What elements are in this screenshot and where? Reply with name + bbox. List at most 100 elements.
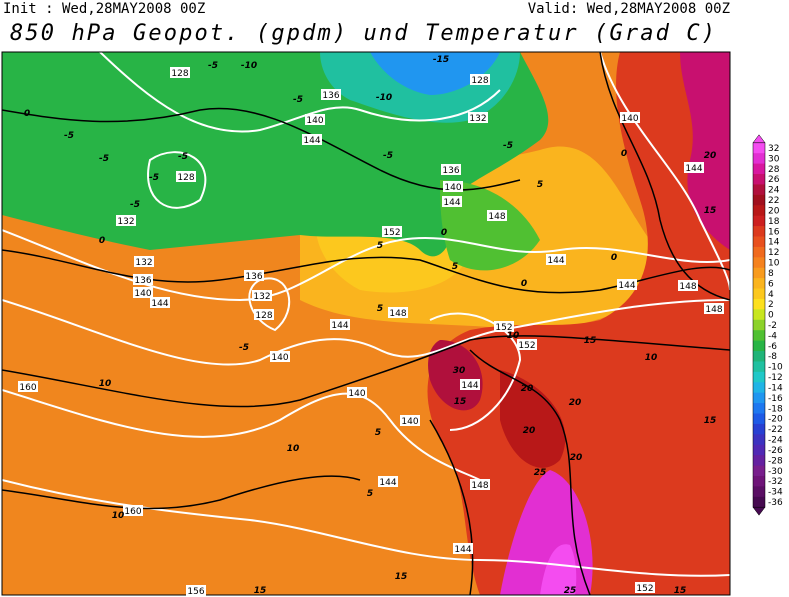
temperature-label: 0: [24, 109, 30, 119]
temperature-label: 15: [704, 206, 717, 216]
temperature-label: 15: [674, 586, 687, 596]
legend-label: 6: [768, 279, 774, 289]
geopotential-label-box: [347, 387, 367, 398]
geopotential-label-box: [470, 74, 490, 85]
temperature-label: 15: [454, 397, 467, 407]
legend-label: -24: [768, 436, 783, 446]
geopotential-label-box: [18, 381, 38, 392]
legend-swatch: [753, 267, 765, 279]
temperature-label: 5: [452, 262, 458, 272]
geopotential-label: 132: [253, 292, 270, 302]
temperature-label: 20: [704, 151, 717, 161]
geopotential-label: 152: [383, 228, 400, 238]
geopotential-label-box: [494, 321, 514, 332]
legend-swatch: [753, 319, 765, 331]
temperature-label: 20: [521, 384, 534, 394]
legend-frame: [752, 142, 766, 508]
geopotential-label-box: [123, 505, 143, 516]
geopotential-label-box: [321, 89, 341, 100]
legend-swatch: [753, 246, 765, 258]
geopotential-label: 140: [621, 114, 638, 124]
temperature-label: -5: [383, 151, 393, 161]
legend-swatch: [753, 434, 765, 446]
geopotential-label-box: [330, 319, 350, 330]
geopotential-label-box: [176, 171, 196, 182]
legend-label: 22: [768, 196, 779, 206]
legend-label: -28: [768, 456, 783, 466]
geopotential-label-box: [546, 254, 566, 265]
geopotential-label: 140: [401, 417, 418, 427]
geopotential-label-box: [684, 162, 704, 173]
legend-label: 30: [768, 154, 780, 164]
legend-swatch: [753, 444, 765, 456]
temperature-label: 10: [507, 331, 520, 341]
legend-label: 16: [768, 227, 780, 237]
geopotential-label: 132: [117, 217, 134, 227]
legend-swatch: [753, 403, 765, 414]
legend-label: 8: [768, 269, 774, 279]
temperature-label: 10: [287, 444, 300, 454]
geopotential-label-box: [453, 543, 473, 554]
temperature-label: 5: [375, 428, 381, 438]
legend-swatch: [753, 194, 765, 206]
geopotential-label-box: [254, 309, 274, 320]
geopotential-label: 160: [19, 383, 36, 393]
legend-label: -2: [768, 321, 777, 331]
geopotential-label: 160: [124, 507, 141, 517]
legend-label: -18: [768, 404, 783, 414]
legend-swatch: [753, 392, 765, 404]
geopotential-label-box: [617, 279, 637, 290]
temperature-label: 5: [537, 180, 543, 190]
temperature-label: -5: [178, 152, 188, 162]
temperature-label: -5: [149, 173, 159, 183]
temperature-label: -10: [376, 93, 392, 103]
map-title: 850 hPa Geopot. (gpdm) und Temperatur (G…: [10, 21, 715, 46]
legend-swatch: [753, 330, 765, 342]
geopotential-label: 144: [618, 281, 635, 291]
geopotential-label: 144: [303, 136, 320, 146]
legend-swatch: [753, 163, 765, 175]
valid-time: Valid: Wed,28MAY2008 00Z: [528, 1, 730, 17]
temperature-label: -5: [293, 95, 303, 105]
temperature-label: 0: [441, 228, 447, 238]
geopotential-label: 140: [271, 353, 288, 363]
legend-swatch: [753, 309, 765, 321]
geopotential-label: 140: [306, 116, 323, 126]
legend-swatch: [753, 257, 765, 269]
legend-label: -32: [768, 477, 783, 487]
legend-swatch: [753, 382, 765, 394]
temperature-label: 0: [521, 279, 527, 289]
geopotential-label-box: [134, 256, 154, 267]
geopotential-label-box: [468, 112, 488, 123]
temperature-label: 15: [704, 416, 717, 426]
geopotential-label-box: [400, 415, 420, 426]
geopotential-label: 144: [685, 164, 702, 174]
geopotential-label: 136: [442, 166, 459, 176]
temperature-label: 10: [99, 379, 112, 389]
geopotential-label-box: [442, 196, 462, 207]
legend-label: 14: [768, 238, 780, 248]
legend-label: -6: [768, 342, 777, 352]
legend-label: 28: [768, 165, 780, 175]
geopotential-label-box: [302, 134, 322, 145]
geopotential-label-box: [133, 274, 153, 285]
geopotential-label-box: [704, 303, 724, 314]
geopotential-label-box: [116, 215, 136, 226]
geopotential-label: 152: [518, 341, 535, 351]
temperature-label: 25: [534, 468, 547, 478]
legend-swatch: [753, 205, 765, 217]
legend-swatch: [753, 184, 765, 196]
geopotential-label-box: [186, 585, 206, 596]
geopotential-label: 136: [322, 91, 339, 101]
legend-label: 10: [768, 259, 780, 269]
geopotential-label-box: [388, 307, 408, 318]
temperature-label: 5: [377, 241, 383, 251]
legend-swatch: [753, 455, 765, 467]
legend-swatch: [753, 236, 765, 248]
legend-swatch: [753, 361, 765, 373]
temperature-label: 10: [112, 511, 125, 521]
temperature-label: 20: [569, 398, 582, 408]
geopotential-label: 140: [134, 289, 151, 299]
geopotential-label: 132: [469, 114, 486, 124]
geopotential-label: 128: [255, 311, 272, 321]
